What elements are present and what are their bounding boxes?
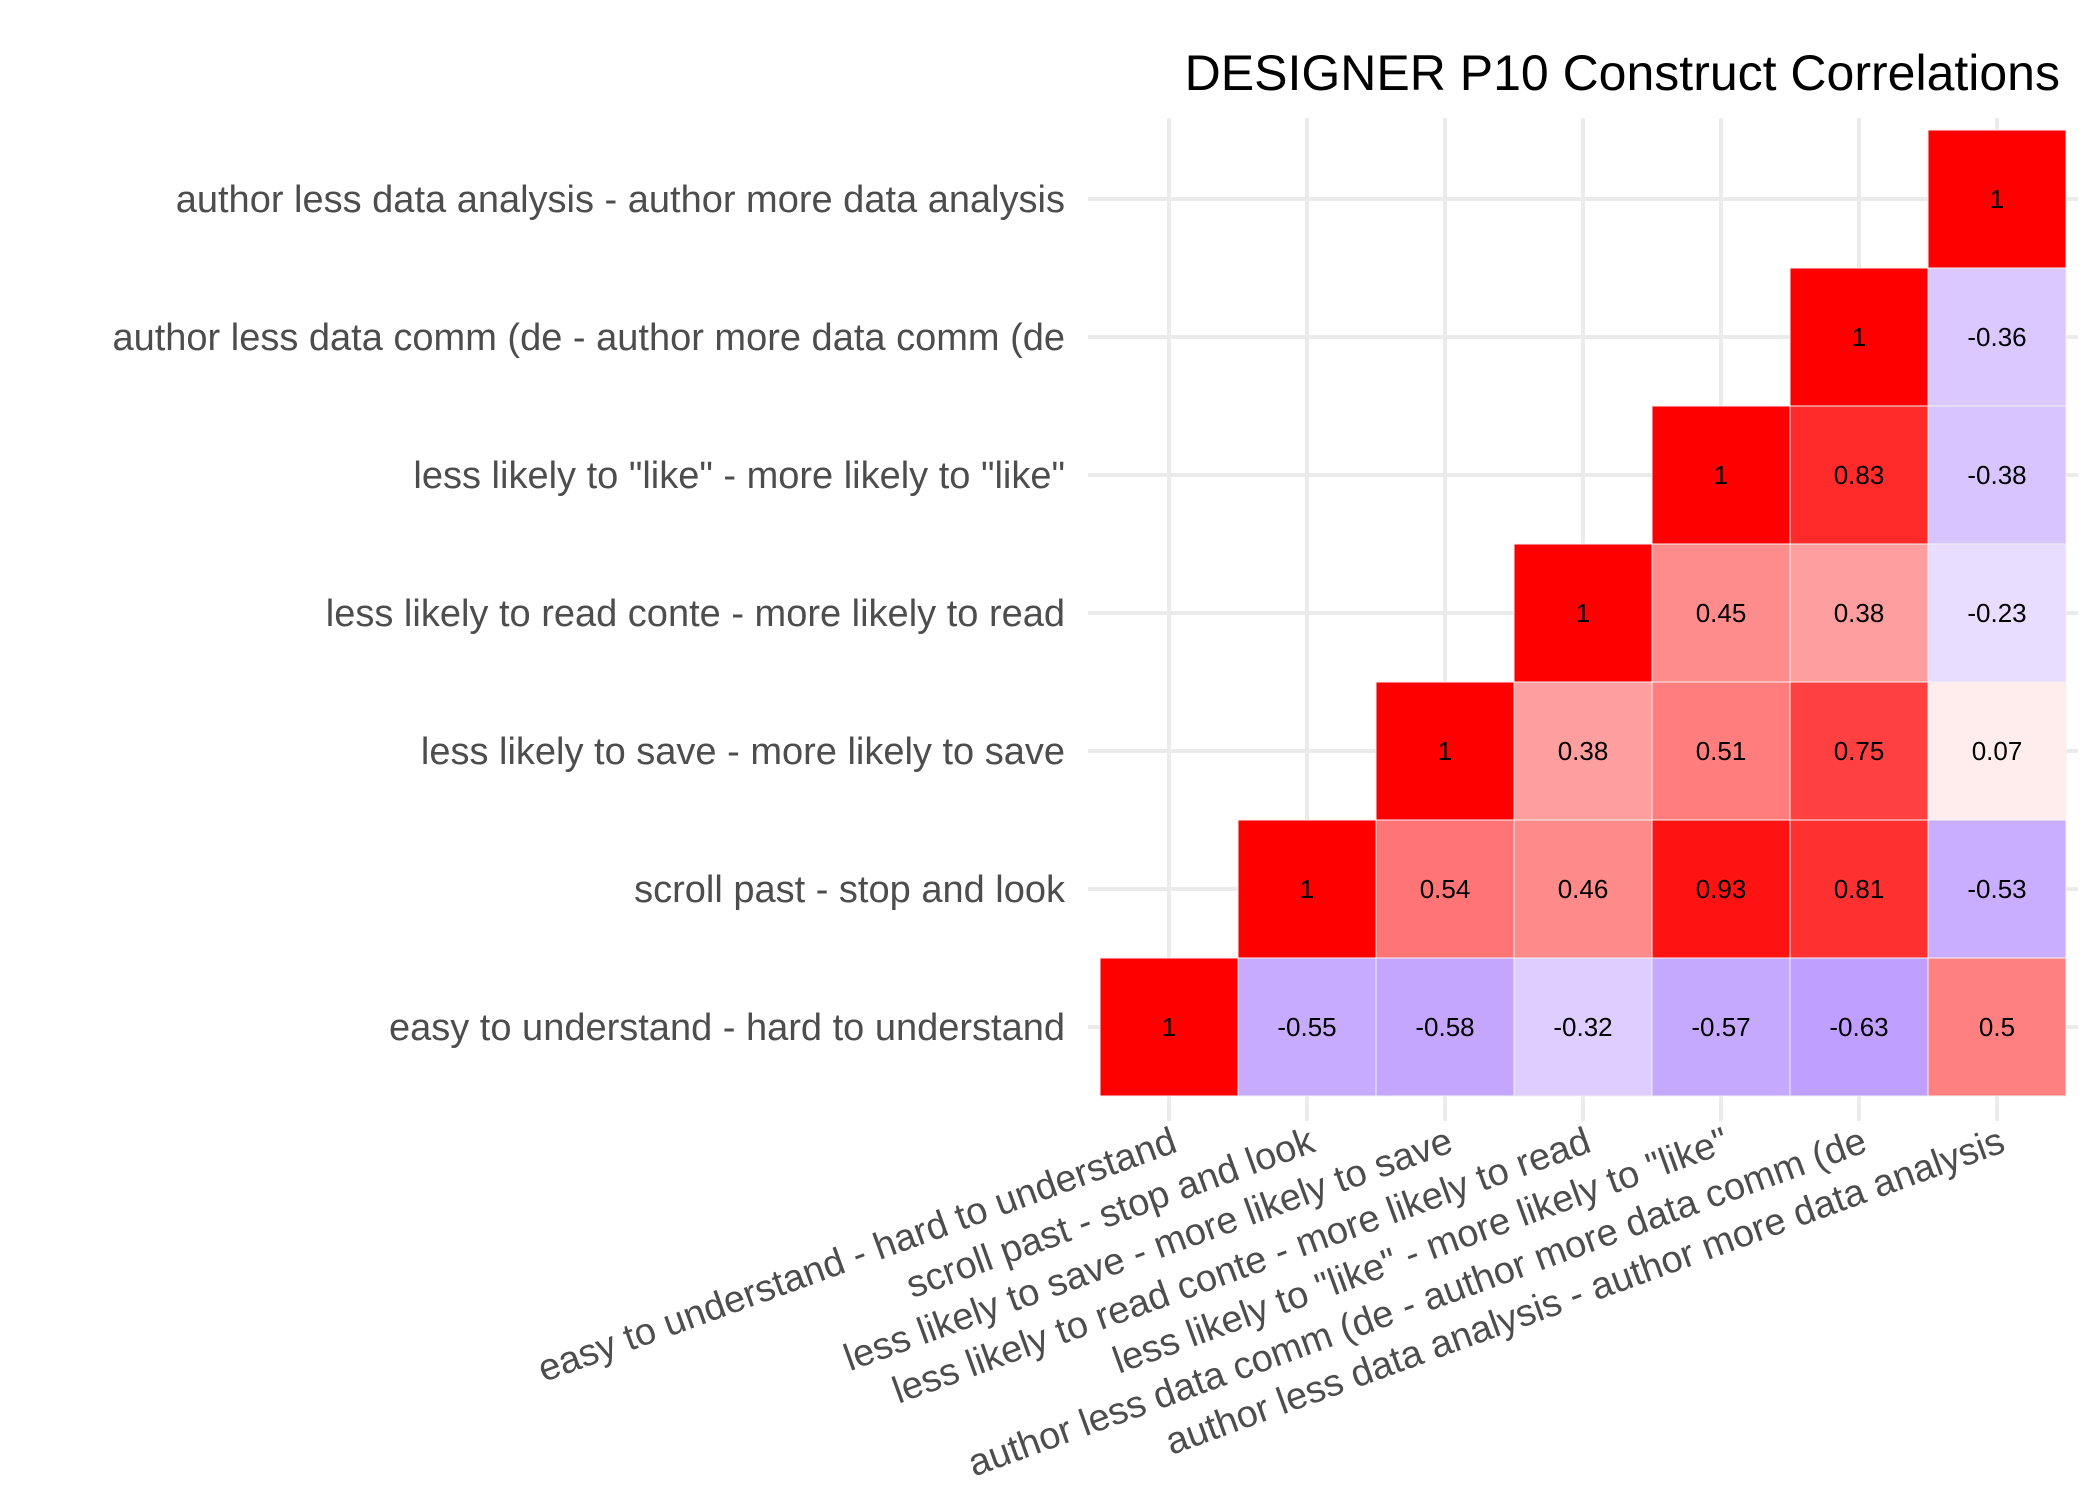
heatmap-cell: [1651, 405, 1791, 545]
heatmap-cell: [1927, 681, 2067, 821]
y-tick-label: author less data analysis - author more …: [176, 179, 1065, 221]
cell-value-label: 0.5: [1979, 1012, 2015, 1042]
cell-value-label: 0.75: [1834, 736, 1885, 766]
heatmap-cell: [1927, 267, 2067, 407]
cell-value-label: 0.07: [1972, 736, 2023, 766]
cell-value-label: 0.38: [1558, 736, 1609, 766]
heatmap-cell: [1651, 957, 1791, 1097]
cell-value-label: 0.81: [1834, 874, 1885, 904]
y-tick-label: author less data comm (de - author more …: [112, 317, 1065, 359]
y-tick-label: less likely to save - more likely to sav…: [421, 731, 1065, 773]
cell-value-label: 0.51: [1696, 736, 1747, 766]
cell-value-label: 1: [1300, 874, 1314, 904]
y-tick-label: scroll past - stop and look: [634, 869, 1066, 911]
heatmap-cell: [1651, 681, 1791, 821]
y-tick-label: less likely to read conte - more likely …: [326, 593, 1065, 635]
cell-value-label: 1: [1714, 460, 1728, 490]
heatmap-cell: [1927, 543, 2067, 683]
cell-value-label: 1: [1576, 598, 1590, 628]
y-tick-label: easy to understand - hard to understand: [389, 1007, 1065, 1049]
cell-value-label: 0.46: [1558, 874, 1609, 904]
heatmap-cell: [1789, 405, 1929, 545]
cell-value-label: -0.53: [1967, 874, 2026, 904]
cell-value-label: 0.83: [1834, 460, 1885, 490]
cell-value-label: 0.45: [1696, 598, 1747, 628]
heatmap-cell: [1927, 129, 2067, 269]
cell-value-label: 1: [1990, 184, 2004, 214]
heatmap-cell: [1237, 819, 1377, 959]
y-axis: easy to understand - hard to understand s…: [112, 179, 1066, 1049]
heatmap-cell: [1927, 819, 2067, 959]
cell-value-label: 1: [1162, 1012, 1176, 1042]
heatmap-cell: [1513, 681, 1653, 821]
cell-value-label: -0.38: [1967, 460, 2026, 490]
x-axis: easy to understand - hard to understands…: [532, 1120, 2010, 1486]
cell-value-label: 1: [1438, 736, 1452, 766]
heatmap-cell: [1375, 957, 1515, 1097]
cell-value-label: -0.23: [1967, 598, 2026, 628]
heatmap-cell: [1651, 819, 1791, 959]
heatmap-cell: [1927, 957, 2067, 1097]
heatmap-cell: [1651, 543, 1791, 683]
heatmap-cell: [1789, 681, 1929, 821]
heatmap-cell: [1789, 819, 1929, 959]
heatmap-cell: [1375, 681, 1515, 821]
heatmap-cell: [1927, 405, 2067, 545]
cell-value-label: 0.38: [1834, 598, 1885, 628]
y-tick-label: less likely to "like" - more likely to "…: [413, 455, 1065, 497]
heatmap-cell: [1789, 957, 1929, 1097]
cell-value-label: -0.63: [1829, 1012, 1888, 1042]
cell-value-label: 0.54: [1420, 874, 1471, 904]
cell-value-label: -0.58: [1415, 1012, 1474, 1042]
chart-title: DESIGNER P10 Construct Correlations: [1185, 45, 2060, 101]
cell-value-label: -0.36: [1967, 322, 2026, 352]
cell-value-label: 1: [1852, 322, 1866, 352]
cell-layer: [1099, 129, 2067, 1097]
cell-value-label: -0.32: [1553, 1012, 1612, 1042]
cell-label-layer: 1 -0.55 -0.58 -0.32 -0.57 -0.63 0.51 0.54 0.46 0.…: [1162, 184, 2027, 1042]
cell-value-label: 0.93: [1696, 874, 1747, 904]
heatmap-cell: [1513, 819, 1653, 959]
heatmap-cell: [1789, 267, 1929, 407]
cell-value-label: -0.57: [1691, 1012, 1750, 1042]
cell-value-label: -0.55: [1277, 1012, 1336, 1042]
heatmap-cell: [1375, 819, 1515, 959]
heatmap-cell: [1513, 543, 1653, 683]
heatmap-cell: [1789, 543, 1929, 683]
